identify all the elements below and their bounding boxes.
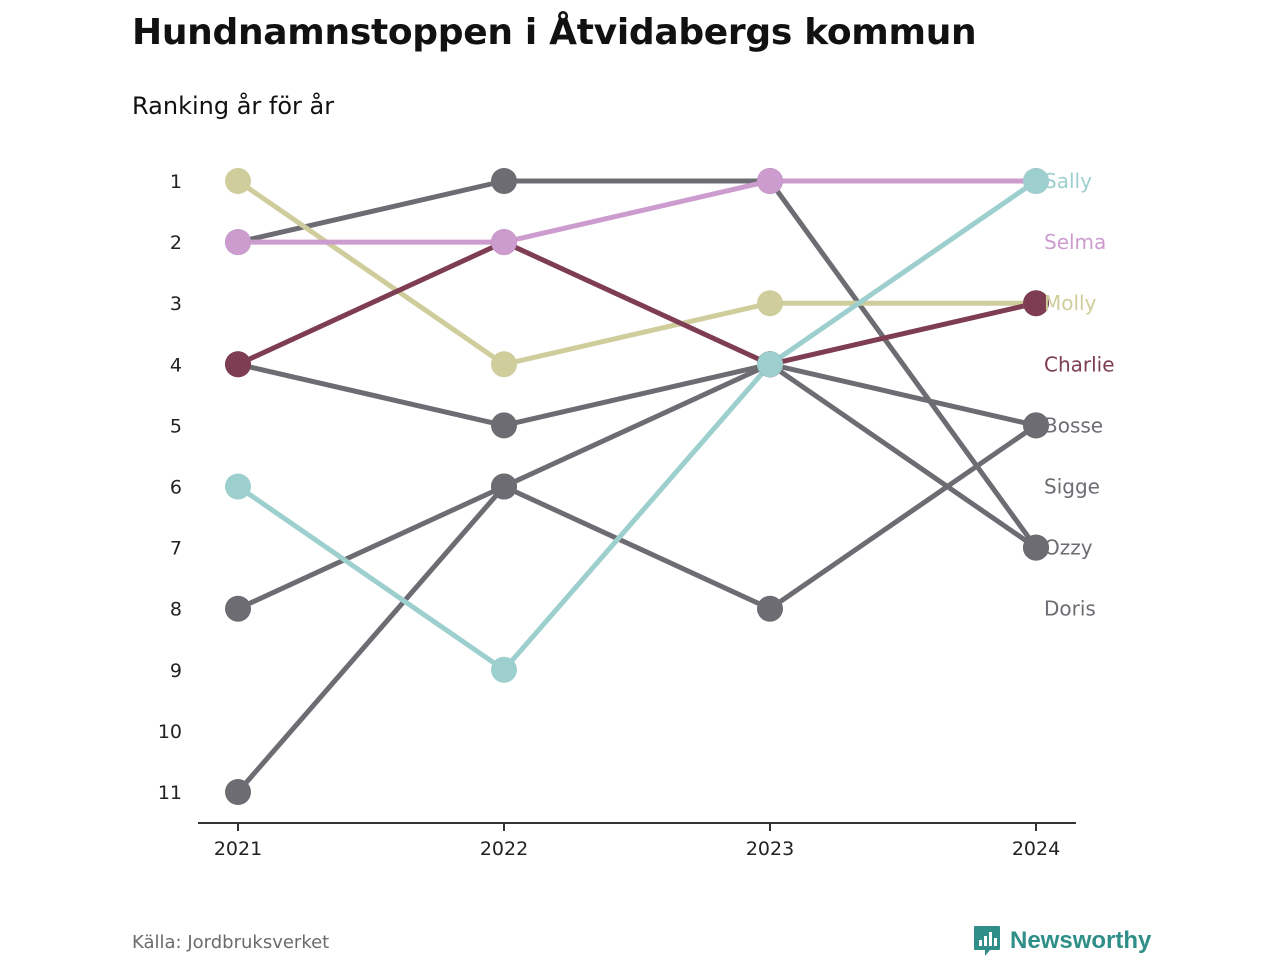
data-point-selma-2021 — [225, 229, 251, 256]
series-points — [225, 168, 1049, 805]
y-tick-label-7: 7 — [170, 538, 182, 560]
data-point-doris-2021 — [225, 779, 251, 805]
y-axis: 1 2 3 4 5 6 7 8 9 10 11 — [158, 171, 182, 804]
data-point-ozzy-2024 — [1023, 534, 1049, 561]
x-tick-label-2021: 2021 — [214, 838, 262, 860]
y-tick-label-8: 8 — [170, 599, 182, 621]
data-point-charlie-2024 — [1023, 290, 1049, 317]
data-point-sally-2021 — [225, 473, 251, 500]
y-tick-label-1: 1 — [170, 171, 182, 193]
series-line-sally — [235, 178, 1039, 673]
data-point-sally-2023 — [757, 351, 783, 378]
data-point-molly-2023 — [757, 290, 783, 317]
x-tick-label-2024: 2024 — [1012, 838, 1060, 860]
data-point-sally-2024 — [1023, 168, 1049, 194]
data-point-selma-2022 — [491, 229, 517, 256]
source-note: Källa: Jordbruksverket — [132, 932, 330, 953]
series-line-bosse — [235, 178, 1039, 551]
chart-title: Hundnamnstoppen i Åtvidabergs kommun — [132, 12, 977, 53]
y-tick-label-5: 5 — [170, 415, 182, 437]
bar-chart-icon — [974, 926, 1000, 956]
x-tick-label-2023: 2023 — [746, 838, 794, 860]
series-line-selma — [235, 178, 1039, 245]
data-point-molly-2021 — [225, 168, 251, 194]
y-tick-label-3: 3 — [170, 293, 182, 315]
y-tick-label-9: 9 — [170, 660, 182, 682]
data-point-charlie-2021 — [225, 351, 251, 378]
data-point-bosse-2022 — [491, 168, 517, 194]
series-line-charlie — [235, 239, 1039, 367]
end-label-sigge: Sigge — [1044, 475, 1100, 499]
end-label-charlie: Charlie — [1044, 352, 1115, 376]
data-point-selma-2023 — [757, 168, 783, 194]
data-point-sigge-2022 — [491, 412, 517, 439]
y-tick-label-2: 2 — [170, 232, 182, 254]
series-end-labels: Sally Selma Molly Charlie Bosse Sigge Ozzy Dori… — [1044, 169, 1115, 621]
end-label-doris: Doris — [1044, 597, 1096, 621]
y-tick-label-6: 6 — [170, 477, 182, 499]
y-tick-label-10: 10 — [158, 721, 182, 743]
series-line-sigge — [235, 361, 1039, 428]
brand-name: Newsworthy — [1010, 927, 1152, 954]
data-point-molly-2022 — [491, 351, 517, 378]
end-label-bosse: Bosse — [1044, 413, 1103, 437]
bump-chart: 1 2 3 4 5 6 7 8 9 10 11 2021 2022 2023 2024 Sally Selm… — [158, 168, 1115, 860]
x-tick-label-2022: 2022 — [480, 838, 528, 860]
data-point-sally-2022 — [491, 656, 517, 683]
x-axis: 2021 2022 2023 2024 — [198, 822, 1076, 860]
chart-subtitle: Ranking år för år — [132, 92, 335, 120]
series-lines — [235, 178, 1039, 795]
y-tick-label-4: 4 — [170, 354, 182, 376]
end-label-selma: Selma — [1044, 230, 1106, 254]
end-label-sally: Sally — [1044, 169, 1092, 193]
series-line-molly — [235, 178, 1039, 367]
data-point-doris-2022 — [491, 473, 517, 500]
data-point-doris-2024 — [1023, 412, 1049, 439]
series-line-doris — [235, 422, 1039, 795]
data-point-ozzy-2021 — [225, 595, 251, 622]
y-tick-label-11: 11 — [158, 782, 182, 804]
data-point-doris-2023 — [757, 595, 783, 622]
series-line-ozzy — [235, 361, 1039, 612]
brand-logo[interactable]: Newsworthy — [972, 924, 1151, 958]
end-label-molly: Molly — [1044, 291, 1097, 315]
end-label-ozzy: Ozzy — [1044, 536, 1093, 560]
